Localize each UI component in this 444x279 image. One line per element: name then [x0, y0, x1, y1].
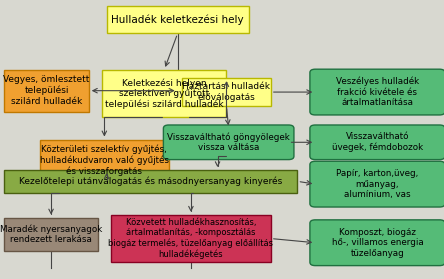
FancyBboxPatch shape: [4, 218, 98, 251]
FancyBboxPatch shape: [310, 125, 444, 160]
FancyBboxPatch shape: [163, 125, 294, 160]
FancyBboxPatch shape: [310, 220, 444, 266]
FancyBboxPatch shape: [102, 70, 226, 117]
Text: Közvetett hulladékhasznosítás,
ártalmatlanítás, -komposztálás
biogáz termelés, t: Közvetett hulladékhasznosítás, ártalmatl…: [108, 218, 274, 259]
Text: Vegyes, ömlesztett
települési
szilárd hulladék: Vegyes, ömlesztett települési szilárd hu…: [4, 76, 90, 106]
Text: Kezelőtelepi utánválogatás és másodnyersanyag kinyerés: Kezelőtelepi utánválogatás és másodnyers…: [20, 177, 282, 186]
FancyBboxPatch shape: [40, 140, 169, 181]
Text: Visszaváltható göngyölegek
vissza váltása: Visszaváltható göngyölegek vissza váltás…: [167, 132, 290, 152]
Text: Visszaváltható
üvegek, fémdobozok: Visszaváltható üvegek, fémdobozok: [332, 132, 423, 152]
FancyBboxPatch shape: [4, 170, 297, 193]
FancyBboxPatch shape: [111, 215, 271, 262]
FancyBboxPatch shape: [310, 69, 444, 115]
Text: Papír, karton,üveg,
műanyag,
alumínium, vas: Papír, karton,üveg, műanyag, alumínium, …: [336, 169, 419, 199]
FancyBboxPatch shape: [107, 6, 249, 33]
Text: Keletkezési helyen
szelektíven gyűjtött
települési szilárd hulladék: Keletkezési helyen szelektíven gyűjtött …: [105, 78, 224, 109]
FancyBboxPatch shape: [4, 70, 89, 112]
FancyBboxPatch shape: [310, 161, 444, 207]
Text: Komposzt, biogáz
hő-, villamos energia
tüzelőanyag: Komposzt, biogáz hő-, villamos energia t…: [332, 228, 423, 258]
Text: Veszélyes hulladék
frakció kivétele és
ártalmatlanítása: Veszélyes hulladék frakció kivétele és á…: [336, 77, 419, 107]
Text: Közterületi szelektív gyűjtés,
hulladékudvaron való gyűjtés
és visszaforgatás: Közterületi szelektív gyűjtés, hulladéku…: [40, 145, 169, 176]
Text: Maradék nyersanyagok
rendezett lerakása: Maradék nyersanyagok rendezett lerakása: [0, 224, 102, 244]
Text: Háztartási hulladék
előválogatás: Háztartási hulladék előválogatás: [182, 82, 270, 102]
FancyBboxPatch shape: [182, 78, 271, 106]
Text: Hulladék keletkezési hely: Hulladék keletkezési hely: [111, 14, 244, 25]
